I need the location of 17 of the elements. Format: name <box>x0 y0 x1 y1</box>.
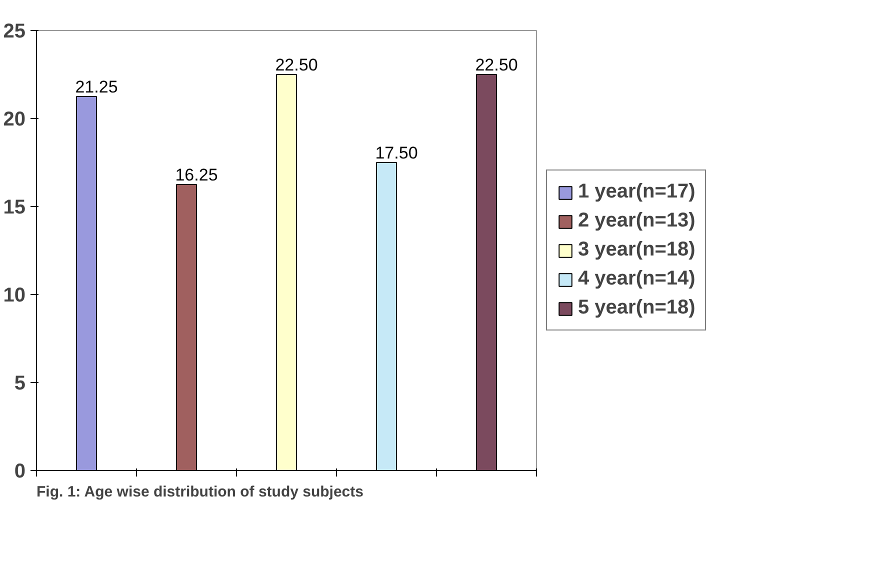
y-tick-label: 15 <box>3 196 26 218</box>
y-tick-label: 25 <box>3 20 26 42</box>
legend-label: 4 year(n=14) <box>578 268 696 290</box>
data-label: 21.25 <box>75 78 118 96</box>
data-label: 17.50 <box>375 144 418 162</box>
legend-label: 2 year(n=13) <box>578 210 696 232</box>
y-tick-label: 20 <box>3 108 26 130</box>
caption: Fig. 1: Age wise distribution of study subjects <box>36 484 364 500</box>
y-tick-label: 5 <box>14 372 26 394</box>
data-label: 22.50 <box>275 56 318 74</box>
y-tick-label: 0 <box>14 460 26 482</box>
data-label: 16.25 <box>175 166 218 184</box>
legend-label: 5 year(n=18) <box>578 296 696 320</box>
y-tick-label: 10 <box>3 284 26 306</box>
data-label: 22.50 <box>475 56 518 74</box>
legend-label: 3 year(n=18) <box>578 238 696 262</box>
legend-label: 1 year(n=17) <box>578 180 696 204</box>
